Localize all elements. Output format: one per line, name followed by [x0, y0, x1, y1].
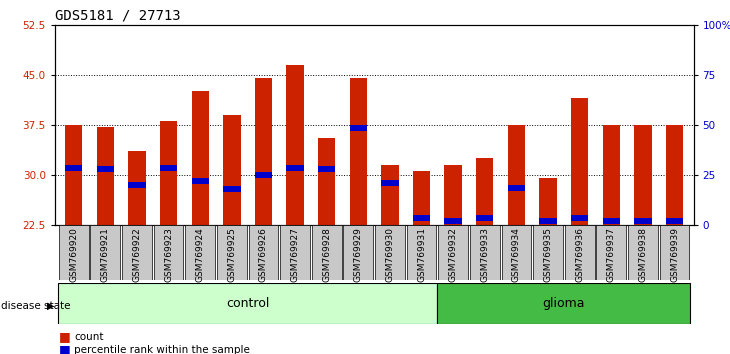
Bar: [59, 225, 88, 280]
Text: GSM769924: GSM769924: [196, 227, 204, 282]
Bar: [602, 218, 620, 224]
Bar: [381, 180, 399, 186]
Bar: [634, 125, 652, 225]
Bar: [286, 65, 304, 225]
Bar: [539, 178, 557, 225]
Text: GSM769938: GSM769938: [639, 227, 648, 282]
Bar: [58, 283, 437, 324]
Text: GSM769931: GSM769931: [417, 227, 426, 282]
Text: GSM769925: GSM769925: [227, 227, 237, 282]
Bar: [154, 225, 183, 280]
Bar: [502, 225, 531, 280]
Text: GSM769937: GSM769937: [607, 227, 616, 282]
Bar: [185, 225, 215, 280]
Bar: [413, 171, 430, 225]
Text: GSM769934: GSM769934: [512, 227, 521, 282]
Bar: [375, 225, 405, 280]
Text: GSM769926: GSM769926: [259, 227, 268, 282]
Bar: [255, 78, 272, 225]
Bar: [413, 215, 430, 221]
Text: GSM769928: GSM769928: [322, 227, 331, 282]
Bar: [223, 115, 240, 225]
Text: percentile rank within the sample: percentile rank within the sample: [74, 345, 250, 354]
Text: GSM769939: GSM769939: [670, 227, 679, 282]
Bar: [91, 225, 120, 280]
Text: GSM769923: GSM769923: [164, 227, 173, 282]
Bar: [96, 127, 114, 225]
Bar: [128, 182, 146, 188]
Text: count: count: [74, 332, 104, 342]
Bar: [437, 283, 691, 324]
Bar: [343, 225, 373, 280]
Bar: [318, 138, 335, 225]
Bar: [476, 215, 493, 221]
Text: GDS5181 / 27713: GDS5181 / 27713: [55, 8, 180, 22]
Text: ■: ■: [58, 331, 70, 343]
Bar: [65, 125, 82, 225]
Bar: [407, 225, 437, 280]
Bar: [280, 225, 310, 280]
Text: control: control: [226, 297, 269, 310]
Bar: [508, 185, 525, 191]
Bar: [666, 218, 683, 224]
Bar: [160, 121, 177, 225]
Text: GSM769922: GSM769922: [132, 227, 142, 282]
Text: disease state: disease state: [1, 301, 71, 311]
Text: GSM769920: GSM769920: [69, 227, 78, 282]
Bar: [666, 125, 683, 225]
Bar: [96, 166, 114, 172]
Bar: [445, 218, 462, 224]
Text: ■: ■: [58, 343, 70, 354]
Text: GSM769932: GSM769932: [449, 227, 458, 282]
Bar: [122, 225, 152, 280]
Bar: [217, 225, 247, 280]
Bar: [571, 98, 588, 225]
Bar: [223, 187, 240, 193]
Bar: [350, 78, 367, 225]
Bar: [350, 125, 367, 131]
Text: glioma: glioma: [542, 297, 585, 310]
Bar: [249, 225, 278, 280]
Bar: [128, 152, 146, 225]
Bar: [508, 125, 525, 225]
Bar: [470, 225, 499, 280]
Bar: [634, 218, 652, 224]
Bar: [533, 225, 563, 280]
Bar: [571, 215, 588, 221]
Bar: [438, 225, 468, 280]
Bar: [596, 225, 626, 280]
Text: GSM769936: GSM769936: [575, 227, 584, 282]
Bar: [255, 172, 272, 178]
Bar: [539, 218, 557, 224]
Text: GSM769921: GSM769921: [101, 227, 110, 282]
Bar: [476, 158, 493, 225]
Text: GSM769930: GSM769930: [385, 227, 394, 282]
Bar: [381, 165, 399, 225]
Bar: [286, 165, 304, 171]
Bar: [565, 225, 594, 280]
Text: GSM769935: GSM769935: [544, 227, 553, 282]
Text: GSM769927: GSM769927: [291, 227, 299, 282]
Bar: [318, 166, 335, 172]
Bar: [312, 225, 342, 280]
Bar: [160, 165, 177, 171]
Bar: [191, 91, 209, 225]
Bar: [628, 225, 658, 280]
Bar: [65, 165, 82, 171]
Bar: [660, 225, 689, 280]
Bar: [445, 165, 462, 225]
Text: GSM769933: GSM769933: [480, 227, 489, 282]
Bar: [191, 178, 209, 184]
Bar: [602, 125, 620, 225]
Text: ▶: ▶: [47, 301, 54, 311]
Text: GSM769929: GSM769929: [354, 227, 363, 282]
